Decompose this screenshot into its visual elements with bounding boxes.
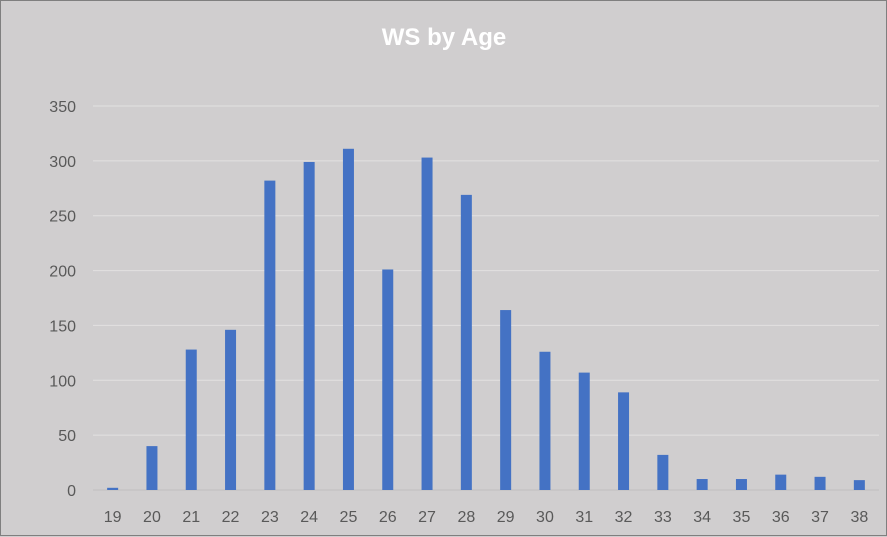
x-tick-label: 28: [457, 509, 475, 526]
bar-26: [382, 269, 394, 490]
y-tick-label: 350: [49, 99, 76, 116]
bar-36: [775, 474, 787, 490]
chart-title: WS by Age: [382, 24, 506, 51]
bar-29: [500, 310, 512, 490]
x-tick-label: 38: [850, 509, 868, 526]
x-tick-label: 19: [104, 509, 122, 526]
bar-27: [421, 157, 433, 490]
x-tick-label: 21: [182, 509, 200, 526]
bar-38: [853, 480, 865, 490]
bar-25: [342, 148, 354, 490]
x-axis-ticks: 19 20 21 22 23 24 25 26 27 28 29 30 31 32 33 34 35 36 37 38: [104, 509, 869, 526]
x-tick-label: 30: [536, 509, 554, 526]
x-tick-label: 31: [575, 509, 593, 526]
x-tick-label: 29: [497, 509, 515, 526]
x-tick-label: 23: [261, 509, 279, 526]
bar-32: [618, 392, 630, 490]
x-tick-label: 35: [733, 509, 751, 526]
gridlines: [93, 105, 879, 491]
x-tick-label: 34: [693, 509, 711, 526]
bars: [107, 148, 865, 490]
bar-33: [657, 454, 669, 490]
bar-22: [225, 329, 237, 490]
bar-30: [539, 351, 551, 490]
y-tick-label: 250: [49, 209, 76, 226]
y-axis-ticks: 0 50 100 150 200 250 300 350: [49, 99, 76, 500]
bar-37: [814, 476, 826, 490]
y-tick-label: 50: [58, 428, 76, 445]
x-tick-label: 20: [143, 509, 161, 526]
x-tick-label: 27: [418, 509, 436, 526]
y-tick-label: 200: [49, 264, 76, 281]
x-tick-label: 25: [340, 509, 358, 526]
y-tick-label: 300: [49, 154, 76, 171]
x-tick-label: 24: [300, 509, 318, 526]
x-tick-label: 36: [772, 509, 790, 526]
bar-31: [578, 372, 590, 490]
bar-20: [146, 446, 158, 490]
y-tick-label: 100: [49, 373, 76, 390]
y-tick-label: 150: [49, 318, 76, 335]
bar-34: [696, 479, 708, 490]
bar-24: [303, 161, 315, 490]
x-tick-label: 32: [615, 509, 633, 526]
x-tick-label: 22: [222, 509, 240, 526]
y-tick-label: 0: [67, 483, 76, 500]
x-tick-label: 26: [379, 509, 397, 526]
bar-35: [735, 479, 747, 490]
x-tick-label: 33: [654, 509, 672, 526]
x-tick-label: 37: [811, 509, 829, 526]
bar-28: [460, 194, 472, 490]
bar-19: [107, 487, 119, 490]
bar-23: [264, 180, 276, 490]
bar-21: [185, 349, 197, 490]
